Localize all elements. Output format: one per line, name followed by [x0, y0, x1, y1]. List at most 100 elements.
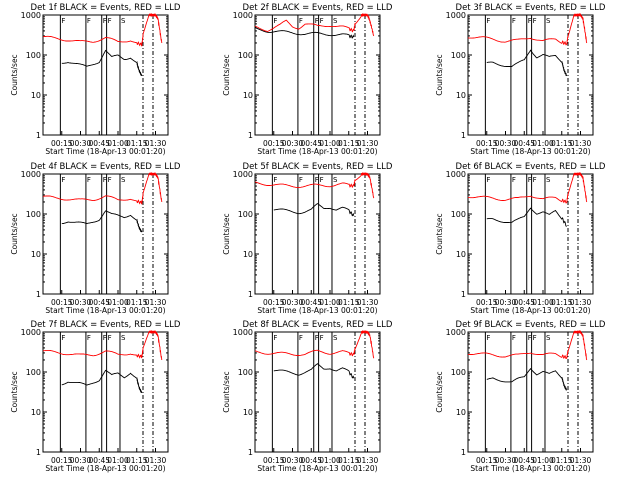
y-axis-label: Counts/sec	[10, 371, 19, 412]
y-axis-label: Counts/sec	[435, 54, 444, 95]
chart-panel: Det 1f BLACK = Events, RED = LLD 1 10 100 10…	[10, 3, 181, 156]
x-tick-label: 01:15	[126, 139, 148, 148]
x-axis-label: Start Time (18-Apr-13 00:01:20)	[257, 464, 377, 473]
x-tick-label: 00:30	[495, 139, 517, 148]
flag-label: F	[87, 334, 91, 342]
chart-panel: Det 5f BLACK = Events, RED = LLD 1 10 100 10…	[222, 162, 393, 315]
x-tick-label: 00:15	[51, 139, 73, 148]
x-tick-label: 01:00	[319, 139, 341, 148]
y-tick-label: 10	[456, 91, 466, 100]
x-tick-label: 00:45	[513, 456, 535, 465]
x-tick-label: 00:45	[513, 298, 535, 307]
plot-frame	[254, 14, 381, 136]
chart-panel: Det 9f BLACK = Events, RED = LLD 1 10 100 10…	[435, 320, 606, 473]
x-axis-label: Start Time (18-Apr-13 00:01:20)	[470, 464, 590, 473]
plot-frame	[467, 14, 594, 136]
x-tick-label: 01:15	[551, 456, 573, 465]
y-tick-label: 10	[31, 91, 41, 100]
flag-label: F	[533, 176, 537, 184]
y-tick-label: 1	[248, 290, 253, 299]
x-axis-label: Start Time (18-Apr-13 00:01:20)	[257, 147, 377, 156]
events-series-line	[273, 363, 355, 379]
x-tick-label: 00:30	[70, 456, 92, 465]
y-tick-label: 1	[461, 290, 466, 299]
x-tick-label: 01:15	[338, 298, 360, 307]
lld-series-line	[467, 12, 588, 46]
flag-label: S	[121, 176, 126, 184]
x-tick-label: 00:15	[476, 456, 498, 465]
flag-label: F	[108, 176, 112, 184]
y-tick-label: 1000	[446, 328, 466, 337]
y-tick-label: 10	[243, 250, 253, 259]
events-series-line	[61, 210, 143, 233]
lld-series-line	[42, 171, 163, 205]
lld-series-line	[254, 12, 375, 37]
y-tick-label: 10	[31, 250, 41, 259]
y-axis-label: Counts/sec	[10, 54, 19, 95]
y-axis-label: Counts/sec	[10, 213, 19, 254]
y-tick-label: 1000	[446, 11, 466, 20]
x-tick-label: 01:30	[357, 298, 379, 307]
flag-label: F	[486, 17, 490, 25]
chart-title: Det 6f BLACK = Events, RED = LLD	[456, 162, 606, 172]
x-tick-label: 01:30	[570, 298, 592, 307]
plot-frame	[467, 173, 594, 295]
flag-label: F	[320, 334, 324, 342]
events-series-line	[486, 49, 568, 77]
flag-label: S	[333, 334, 338, 342]
y-tick-label: 100	[451, 51, 466, 60]
y-tick-label: 1000	[233, 328, 253, 337]
y-tick-label: 100	[26, 210, 41, 219]
x-tick-label: 00:30	[282, 139, 304, 148]
flag-label: S	[121, 17, 126, 25]
flag-label: F	[512, 176, 516, 184]
flag-label: S	[546, 334, 551, 342]
plot-frame	[42, 173, 169, 295]
chart-title: Det 3f BLACK = Events, RED = LLD	[456, 3, 606, 13]
x-tick-label: 00:15	[51, 298, 73, 307]
y-axis-label: Counts/sec	[222, 371, 231, 412]
y-axis-label: Counts/sec	[222, 213, 231, 254]
y-tick-label: 10	[31, 408, 41, 417]
x-tick-label: 01:00	[107, 139, 129, 148]
x-axis-label: Start Time (18-Apr-13 00:01:20)	[470, 147, 590, 156]
x-tick-label: 01:15	[551, 298, 573, 307]
x-tick-label: 01:30	[357, 456, 379, 465]
x-tick-label: 00:30	[495, 456, 517, 465]
x-tick-label: 01:15	[338, 139, 360, 148]
flag-label: F	[512, 17, 516, 25]
flag-label: F	[103, 334, 107, 342]
y-tick-label: 1000	[233, 170, 253, 179]
chart-panel: Det 8f BLACK = Events, RED = LLD 1 10 100 10…	[222, 320, 393, 473]
x-tick-label: 00:45	[300, 139, 322, 148]
flag-label: F	[533, 17, 537, 25]
flag-label: S	[333, 17, 338, 25]
x-tick-label: 00:15	[51, 456, 73, 465]
flag-label: S	[546, 176, 551, 184]
flag-label: F	[61, 176, 65, 184]
flag-label: F	[528, 334, 532, 342]
x-tick-label: 01:00	[532, 456, 554, 465]
x-tick-label: 00:45	[300, 298, 322, 307]
y-tick-label: 10	[456, 408, 466, 417]
chart-title: Det 4f BLACK = Events, RED = LLD	[31, 162, 181, 172]
chart-panel: Det 2f BLACK = Events, RED = LLD 1 10 100 10…	[222, 3, 393, 156]
flag-label: F	[61, 17, 65, 25]
x-tick-label: 00:45	[300, 456, 322, 465]
y-axis-label: Counts/sec	[222, 54, 231, 95]
flag-label: F	[299, 17, 303, 25]
y-tick-label: 1	[36, 448, 41, 457]
x-axis-label: Start Time (18-Apr-13 00:01:20)	[470, 306, 590, 315]
x-tick-label: 00:45	[88, 456, 110, 465]
chart-title: Det 1f BLACK = Events, RED = LLD	[31, 3, 181, 13]
flag-label: F	[61, 334, 65, 342]
flag-label: S	[546, 17, 551, 25]
x-tick-label: 01:00	[532, 139, 554, 148]
y-tick-label: 10	[243, 408, 253, 417]
flag-label: F	[315, 334, 319, 342]
chart-panel: Det 3f BLACK = Events, RED = LLD 1 10 100 10…	[435, 3, 606, 156]
flag-label: F	[315, 176, 319, 184]
flag-label: F	[512, 334, 516, 342]
lld-series-line	[467, 171, 588, 204]
x-tick-label: 00:15	[263, 456, 285, 465]
